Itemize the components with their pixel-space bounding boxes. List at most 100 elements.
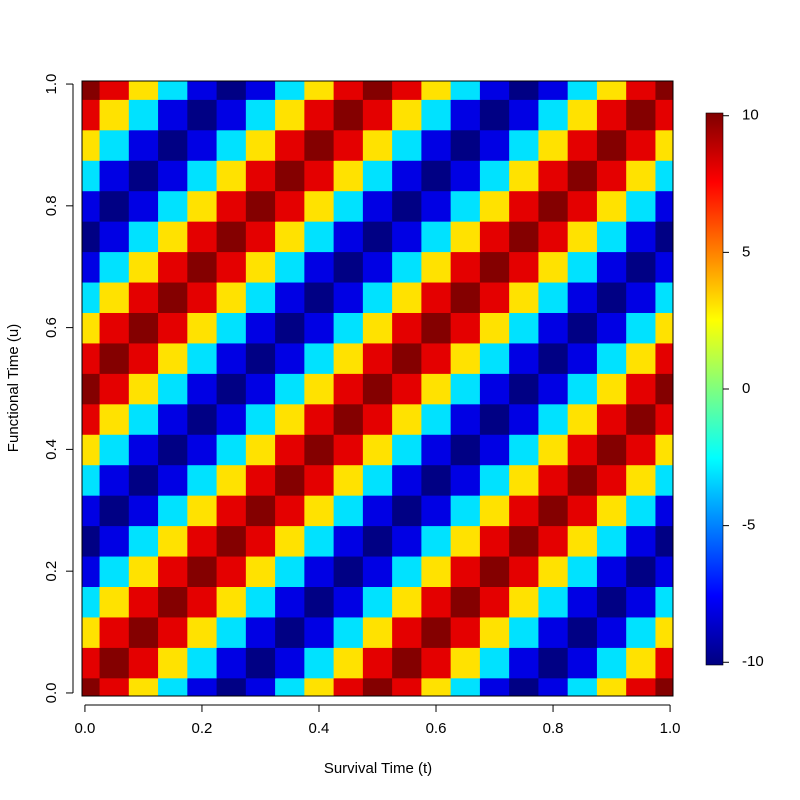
heatmap-cell (538, 251, 569, 283)
heatmap-cell (362, 312, 393, 344)
heatmap-cell (626, 647, 657, 679)
heatmap-cell (479, 647, 510, 679)
heatmap-cell (596, 434, 627, 466)
heatmap-cell (392, 312, 422, 344)
heatmap-cell (362, 616, 393, 648)
heatmap-cell (509, 190, 540, 222)
heatmap-cell (304, 129, 335, 161)
heatmap-cell (509, 129, 540, 161)
heatmap-cell (538, 99, 569, 131)
heatmap-cell (128, 525, 159, 557)
x-tick-label: 0.0 (74, 720, 95, 737)
heatmap-cell (82, 129, 101, 161)
heatmap-cell (450, 586, 481, 618)
heatmap-cell (392, 434, 422, 466)
heatmap-cell (596, 99, 627, 131)
heatmap-cell (509, 495, 540, 527)
heatmap-cell (362, 495, 393, 527)
heatmap-cell (245, 312, 276, 344)
heatmap-cell (567, 373, 598, 405)
heatmap-cell (128, 312, 159, 344)
heatmap-cell (216, 129, 247, 161)
heatmap-cell (392, 586, 422, 618)
heatmap-cell (333, 434, 364, 466)
heatmap-cell (538, 312, 569, 344)
heatmap-cell (479, 525, 510, 557)
heatmap-cell (216, 99, 247, 131)
heatmap-cell (596, 677, 627, 696)
heatmap-cell (187, 495, 218, 527)
plot-frame (81, 80, 674, 697)
heatmap-cell (655, 281, 673, 313)
heatmap-cell (333, 251, 364, 283)
heatmap-cell (216, 525, 247, 557)
heatmap-cell (333, 81, 364, 100)
heatmap-cell (421, 403, 452, 435)
heatmap-cell (392, 464, 422, 496)
heatmap-cell (216, 586, 247, 618)
heatmap-cell (421, 555, 452, 587)
heatmap-cell (187, 99, 218, 131)
heatmap-cell (567, 342, 598, 374)
heatmap-cell (128, 129, 159, 161)
heatmap-cell (479, 677, 510, 696)
heatmap-cell (450, 251, 481, 283)
heatmap-cell (479, 251, 510, 283)
heatmap-cell (275, 312, 305, 344)
heatmap-cell (567, 129, 598, 161)
heatmap-cell (275, 677, 305, 696)
x-tick-label: 0.6 (426, 720, 447, 737)
heatmap-cell (99, 525, 130, 557)
heatmap-cell (450, 160, 481, 192)
heatmap-cell (216, 342, 247, 374)
heatmap-cell (128, 616, 159, 648)
heatmap-cell (392, 373, 422, 405)
heatmap-cell (596, 312, 627, 344)
heatmap-cell (82, 81, 101, 100)
heatmap-cell (450, 434, 481, 466)
heatmap-cell (82, 190, 101, 222)
heatmap-cell (216, 251, 247, 283)
heatmap-cell (655, 525, 673, 557)
heatmap-cell (362, 403, 393, 435)
heatmap-cell (304, 403, 335, 435)
heatmap-cell (509, 160, 540, 192)
heatmap-cell (304, 342, 335, 374)
heatmap-cell (128, 190, 159, 222)
heatmap-cell (479, 99, 510, 131)
heatmap-cell (626, 342, 657, 374)
heatmap-cell (245, 555, 276, 587)
heatmap-cell (245, 342, 276, 374)
heatmap-cell (362, 525, 393, 557)
heatmap-cell (158, 129, 188, 161)
heatmap-cell (421, 677, 452, 696)
heatmap-cell (333, 677, 364, 696)
heatmap-cell (216, 495, 247, 527)
heatmap-cell (158, 586, 188, 618)
heatmap-cell (245, 281, 276, 313)
heatmap-cell (538, 129, 569, 161)
heatmap-cell (479, 434, 510, 466)
heatmap-cell (509, 312, 540, 344)
heatmap-cell (479, 555, 510, 587)
heatmap-cell (333, 616, 364, 648)
heatmap-cell (596, 647, 627, 679)
heatmap-cell (596, 81, 627, 100)
heatmap-cell (304, 251, 335, 283)
heatmap-cell (128, 647, 159, 679)
heatmap-cell (362, 81, 393, 100)
heatmap-cell (362, 251, 393, 283)
heatmap-cell (567, 281, 598, 313)
heatmap-cell (333, 281, 364, 313)
heatmap-cell (99, 616, 130, 648)
heatmap-cell (99, 160, 130, 192)
heatmap-cell (187, 281, 218, 313)
heatmap-cell (128, 464, 159, 496)
heatmap-cell (187, 586, 218, 618)
heatmap-cell (421, 495, 452, 527)
heatmap-cell (392, 677, 422, 696)
heatmap-cell (275, 647, 305, 679)
heatmap-cell (333, 312, 364, 344)
heatmap-cell (304, 586, 335, 618)
heatmap-cell (362, 464, 393, 496)
